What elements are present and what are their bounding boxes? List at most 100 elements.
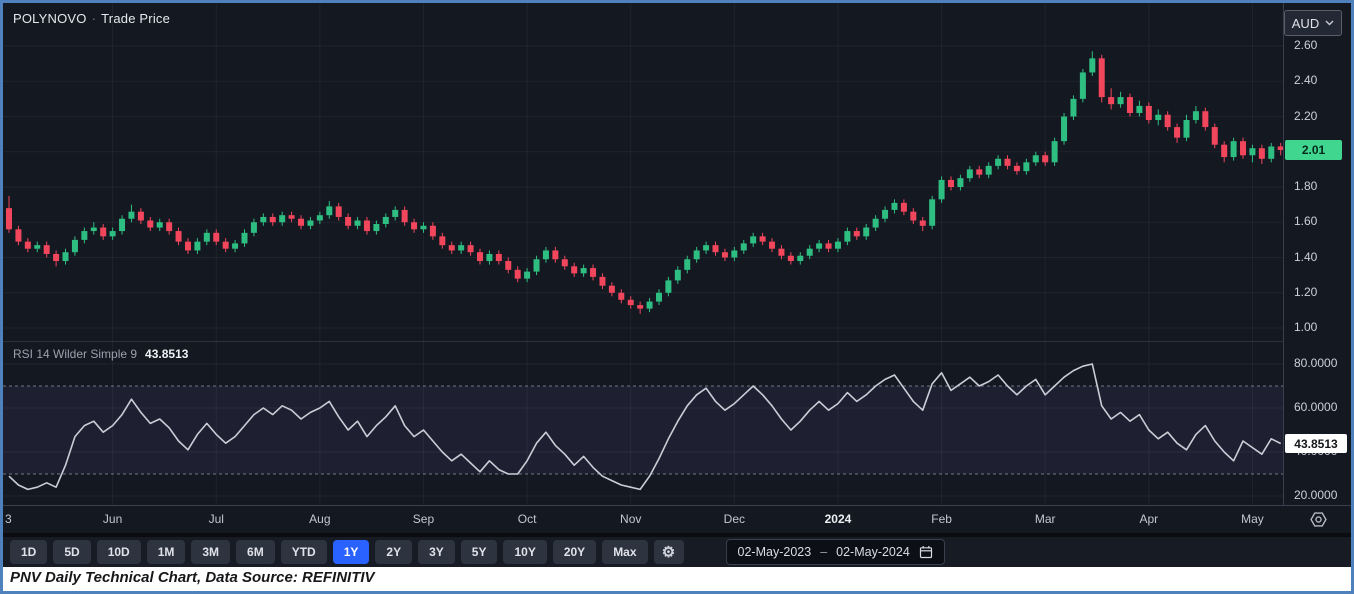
candle [787,255,794,262]
candle [552,250,559,260]
time-tick-label: Mar [1034,512,1056,526]
candle [1183,120,1190,138]
candle [976,169,983,175]
candle [1023,162,1030,172]
range-button-ytd[interactable]: YTD [280,540,327,564]
candle [590,268,597,277]
range-button-20y[interactable]: 20Y [552,540,597,564]
range-button-1y[interactable]: 1Y [332,540,370,564]
series-name: Trade Price [101,11,171,26]
candle [571,266,578,274]
candle [1192,111,1199,121]
range-button-10y[interactable]: 10Y [503,540,547,564]
time-tick-label: Sep [412,512,435,526]
range-button-2y[interactable]: 2Y [375,540,413,564]
range-button-3m[interactable]: 3M [191,540,231,564]
last-price-badge: 2.01 [1285,139,1342,160]
candle [759,236,766,242]
candle [420,225,427,230]
candle [232,243,239,249]
rsi-chart[interactable] [3,341,1283,505]
candle [778,248,785,256]
candle [957,178,964,187]
figure-caption: PNV Daily Technical Chart, Data Source: … [3,567,1351,591]
candle [1108,97,1115,105]
candle [316,215,323,221]
candle [241,232,248,244]
range-button-max[interactable]: Max [602,540,648,564]
candle [769,241,776,249]
candle [910,211,917,221]
candle [1258,148,1265,159]
candle [1230,141,1237,158]
candle [966,169,973,179]
time-axis[interactable]: 3 Jun Jul Aug Sep Oct Nov Dec 2024 Feb Mar Apr May [3,505,1351,534]
candle [448,245,455,251]
candle [166,222,173,232]
candle [1221,144,1228,158]
price-tick-label: 2.40 [1294,73,1318,88]
candle [24,241,31,249]
time-tick-label: Oct [517,512,537,526]
candle [279,215,286,223]
candle [100,227,107,237]
date-range-separator: – [820,545,828,559]
date-range-start: 02-May-2023 [737,545,812,559]
candle [213,232,220,242]
chart-title: POLYNOVO · Trade Price [13,11,170,26]
price-panel[interactable]: POLYNOVO · Trade Price [3,3,1283,342]
candle [627,299,634,306]
candle [467,245,474,253]
candle [156,222,163,228]
currency-selector[interactable]: AUD [1284,10,1342,36]
candle [948,179,954,187]
candle [1051,141,1058,163]
candle [1004,158,1011,166]
time-tick-label: Aug [309,512,331,526]
candle [1268,146,1275,159]
chart-settings-button[interactable]: ⚙ [653,540,684,564]
candle [514,269,521,279]
rsi-tick-label: 80.0000 [1294,356,1338,370]
rsi-tick-label: 60.0000 [1294,400,1338,414]
candle [260,216,267,223]
range-button-5d[interactable]: 5D [53,540,91,564]
candle [81,231,88,240]
candle [1079,72,1086,99]
candle [298,218,305,226]
candle [6,208,12,230]
candle [1174,127,1181,138]
range-button-1m[interactable]: 1M [146,540,186,564]
range-button-1d[interactable]: 1D [10,540,48,564]
price-axis[interactable]: 2.60 2.40 2.20 1.80 1.60 1.40 1.20 1.00 80.0000 6… [1283,3,1351,505]
candle [486,253,493,262]
candle [1117,97,1124,105]
rsi-panel[interactable]: RSI 14 Wilder Simple 9 43.8513 [3,341,1283,505]
axis-settings-icon[interactable] [1310,511,1327,528]
calendar-icon [919,546,932,559]
range-button-6m[interactable]: 6M [236,540,275,564]
time-tick-label: Dec [723,512,745,526]
candle [806,248,813,256]
candle [533,259,540,272]
candle [1136,105,1143,113]
range-button-3y[interactable]: 3Y [418,540,455,564]
candle [411,222,418,230]
range-toolbar: 1D 5D 10D 1M 3M 6M YTD 1Y 2Y 3Y 5Y 10Y 20Y Max ⚙ 02-Ma… [3,533,1351,567]
candle [137,211,144,221]
candle [1202,111,1209,128]
candle [1013,165,1020,172]
candlestick-chart[interactable] [3,3,1283,341]
date-range-picker[interactable]: 02-May-2023 – 02-May-2024 [725,539,945,565]
candle [712,245,719,253]
chevron-down-icon [1325,20,1334,26]
candle [90,227,97,232]
candle [599,276,606,286]
candle [561,259,568,267]
candle [128,211,135,219]
range-button-10d[interactable]: 10D [96,540,141,564]
range-button-5y[interactable]: 5Y [460,540,498,564]
price-tick-label: 1.00 [1294,320,1318,334]
candle [335,206,342,217]
time-tick-label: 2024 [824,512,852,526]
